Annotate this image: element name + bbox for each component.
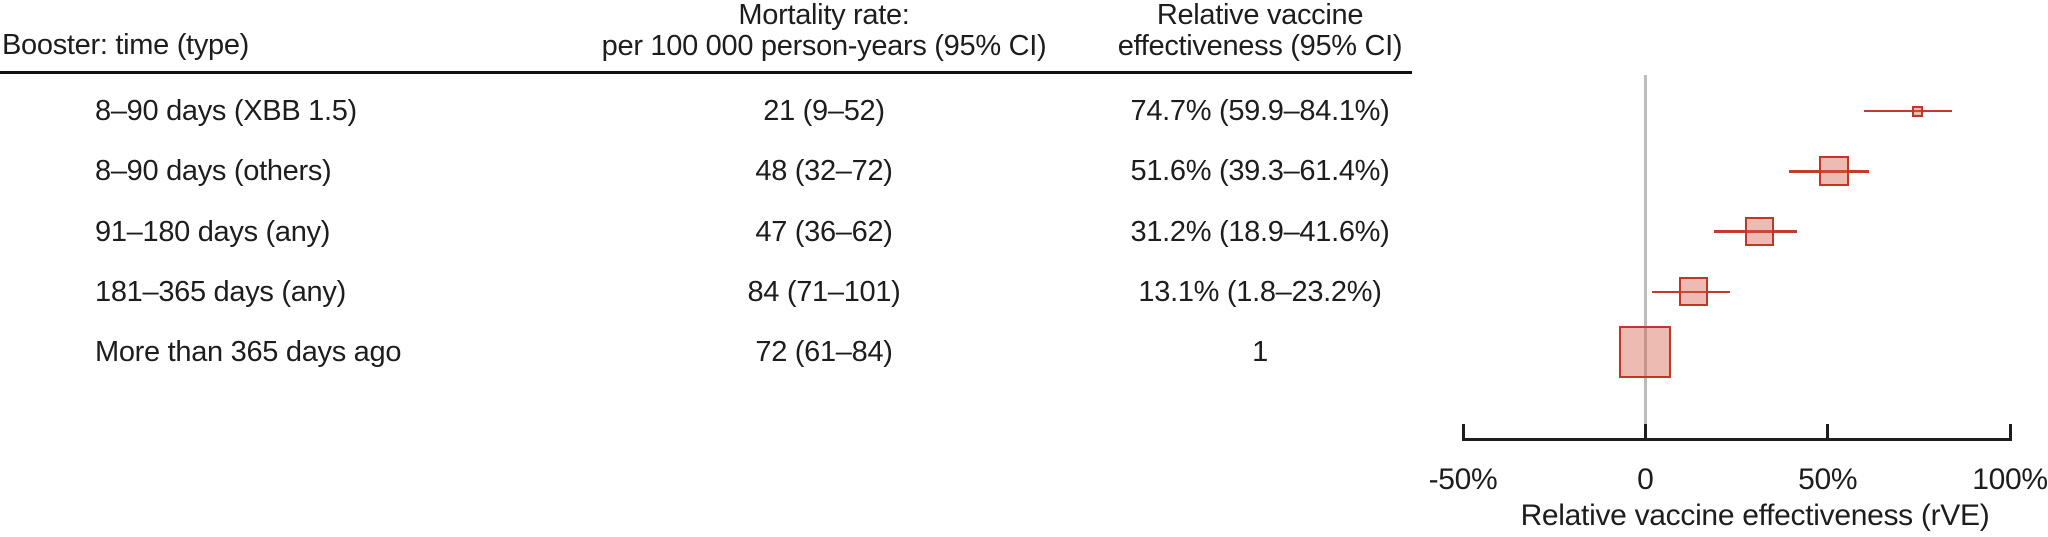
column-header-rve-line1: Relative vaccine bbox=[1156, 0, 1364, 31]
row-rve-value: 13.1% (1.8–23.2%) bbox=[1138, 275, 1382, 308]
ci-line bbox=[1863, 109, 1952, 113]
x-axis-tick bbox=[2008, 424, 2012, 438]
reference-line bbox=[1643, 75, 1647, 441]
x-tick-label: 0 bbox=[1637, 463, 1654, 496]
row-rve-value: 74.7% (59.9–84.1%) bbox=[1130, 95, 1390, 127]
summary-table: Booster: time (type) Mortality rate: per… bbox=[0, 0, 1412, 368]
estimate-square bbox=[1912, 105, 1924, 117]
ci-line bbox=[1788, 170, 1870, 173]
row-mortality-value: 72 (61–84) bbox=[755, 336, 893, 368]
column-header-mortality: Mortality rate: per 100 000 person-years… bbox=[524, 0, 1124, 62]
column-header-rve-line2: effectiveness (95% CI) bbox=[1117, 30, 1403, 62]
row-label: 8–90 days (XBB 1.5) bbox=[95, 95, 357, 127]
x-tick-label: 50% bbox=[1798, 463, 1858, 496]
row-rve-value: 31.2% (18.9–41.6%) bbox=[1130, 215, 1390, 248]
estimate-square bbox=[1678, 277, 1708, 307]
row-rve-value: 51.6% (39.3–61.4%) bbox=[1130, 155, 1390, 188]
column-header-booster: Booster: time (type) bbox=[2, 29, 250, 61]
row-mortality-value: 48 (32–72) bbox=[755, 155, 893, 188]
column-header-rve: Relative vaccine effectiveness (95% CI) bbox=[960, 0, 1560, 62]
row-mortality-value: 47 (36–62) bbox=[755, 215, 893, 248]
row-rve-value: 1 bbox=[1252, 336, 1268, 368]
x-axis-line bbox=[1461, 438, 2012, 441]
header-rule bbox=[0, 71, 1412, 74]
x-axis-tick bbox=[1643, 424, 1647, 438]
column-header-mortality-line2: per 100 000 person-years (95% CI) bbox=[601, 30, 1047, 62]
x-tick-label: 100% bbox=[1972, 463, 2048, 496]
row-label: 91–180 days (any) bbox=[95, 215, 331, 248]
ci-line bbox=[1714, 230, 1798, 233]
ci-line bbox=[1651, 290, 1730, 293]
x-axis-title: Relative vaccine effectiveness (rVE) bbox=[1520, 499, 1990, 532]
row-label: 8–90 days (others) bbox=[95, 155, 332, 188]
column-header-mortality-line1: Mortality rate: bbox=[738, 0, 910, 31]
estimate-square bbox=[1619, 326, 1672, 378]
row-label: 181–365 days (any) bbox=[95, 275, 346, 308]
row-mortality-value: 84 (71–101) bbox=[747, 275, 901, 308]
x-axis-tick bbox=[1461, 424, 1465, 438]
x-axis-tick bbox=[1826, 424, 1830, 438]
estimate-square bbox=[1818, 156, 1849, 187]
x-tick-label: -50% bbox=[1428, 463, 1498, 496]
row-mortality-value: 21 (9–52) bbox=[763, 95, 885, 127]
estimate-square bbox=[1744, 217, 1774, 246]
row-label: More than 365 days ago bbox=[95, 336, 402, 368]
